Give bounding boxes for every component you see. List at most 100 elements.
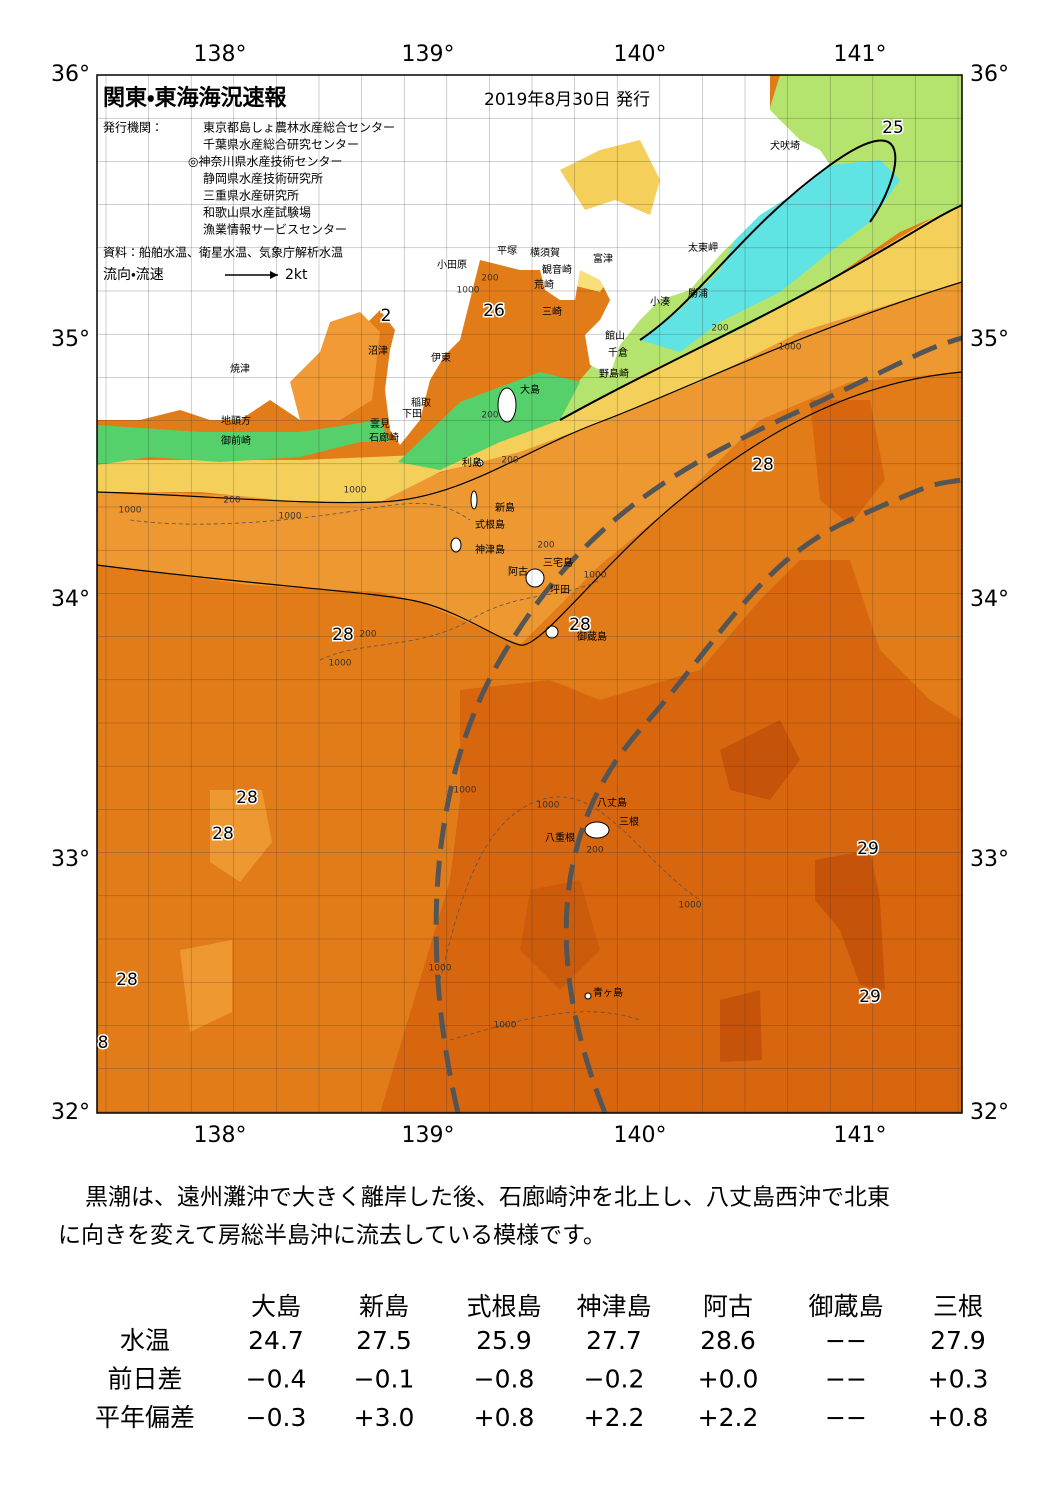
place-name: 利島 [462, 456, 482, 469]
sst-zone [720, 990, 762, 1062]
place-name: 館山 [605, 329, 625, 342]
lat-label: 32° [970, 1100, 1009, 1125]
place-name: 御蔵島 [577, 630, 607, 643]
table-header: 三根 [933, 1292, 983, 1321]
place-name: 新島 [495, 501, 515, 514]
place-name: 小湊 [650, 295, 670, 308]
sst-zone [210, 790, 272, 882]
map-title: 関東・東海海況速報 [103, 85, 287, 111]
graticule [97, 75, 962, 1113]
map-frame [96, 74, 963, 1114]
lat-label: 35° [970, 327, 1009, 352]
isotherm-label: 26 [483, 301, 505, 321]
table-cell: 25.9 [476, 1326, 532, 1355]
lon-label: 139° [402, 42, 455, 67]
isotherm-label: 25 [882, 118, 904, 138]
depth-contour [439, 796, 701, 981]
island [470, 490, 478, 510]
place-name: 阿古 [508, 565, 528, 578]
table-cell: +0.3 [928, 1365, 989, 1394]
place-name: 荒崎 [534, 278, 554, 291]
issuer: 漁業情報サービスセンター [203, 223, 347, 237]
legend-label: 流向・流速 [103, 267, 164, 283]
table-cell: −− [825, 1365, 867, 1394]
issuer: 和歌山県水産試験場 [203, 205, 311, 220]
table-cell: −0.4 [246, 1365, 307, 1394]
lon-label: 138° [194, 1123, 247, 1148]
place-name: 観音崎 [542, 263, 572, 276]
place-name: 大島 [520, 383, 540, 396]
table-cell: 24.7 [248, 1326, 304, 1355]
island [450, 537, 462, 553]
place-name: 地頭方 [221, 414, 251, 427]
depth-contour [319, 579, 601, 661]
place-name: 小田原 [437, 259, 467, 271]
table-cell: +0.8 [928, 1403, 989, 1432]
lon-label: 139° [402, 1123, 455, 1148]
sst-zone [720, 720, 800, 800]
depth-label: 200 [481, 411, 498, 421]
lat-label: 34° [51, 587, 90, 612]
table-cell: +0.8 [474, 1403, 535, 1432]
lat-label: 36° [970, 62, 1009, 87]
table-header: 新島 [359, 1292, 409, 1321]
lon-label: 140° [614, 42, 667, 67]
place-name: 雲見 [370, 418, 390, 430]
table-cell: −− [825, 1326, 867, 1355]
lon-label: 138° [194, 42, 247, 67]
depth-contour [449, 1011, 641, 1041]
sst-zone [815, 850, 885, 990]
lon-label: 141° [834, 1123, 887, 1148]
sst-zone [640, 160, 900, 352]
sst-zone [97, 280, 962, 645]
island [497, 387, 517, 423]
depth-label: 200 [359, 630, 376, 640]
row-label: 前日差 [107, 1365, 182, 1394]
place-name: 石廊崎 [369, 431, 399, 444]
place-name: 稲取 [411, 397, 431, 409]
place-name: 富津 [593, 252, 613, 265]
depth-label: 1000 [119, 506, 142, 516]
row-label: 平年偏差 [95, 1403, 195, 1432]
table-header: 御蔵島 [808, 1292, 883, 1321]
lon-label: 141° [834, 42, 887, 67]
legend-arrowhead [270, 271, 278, 279]
place-name: 青ヶ島 [593, 986, 623, 999]
table-header: 阿古 [703, 1292, 753, 1321]
issuer: 静岡県水産技術研究所 [203, 171, 323, 186]
issuer: ◎神奈川県水産技術センター [188, 154, 342, 169]
place-name: 八重根 [545, 831, 575, 844]
depth-label: 1000 [779, 343, 802, 353]
table-cell: +2.2 [698, 1403, 759, 1432]
issuer-label: 発行機関： [103, 121, 163, 135]
lon-label: 140° [614, 1123, 667, 1148]
isotherm-label: 28 [569, 615, 591, 635]
place-name: 三崎 [542, 305, 562, 318]
isotherms [97, 139, 962, 646]
table-cell: 28.6 [700, 1326, 756, 1355]
lat-label: 32° [51, 1100, 90, 1125]
table-header: 大島 [251, 1292, 301, 1321]
table-cell: −− [825, 1403, 867, 1432]
legend-speed: 2kt [285, 267, 308, 283]
lat-label: 35° [51, 327, 90, 352]
depth-label: 1000 [494, 1021, 517, 1031]
depth-label: 1000 [279, 512, 302, 522]
place-name: 野島崎 [599, 367, 629, 380]
island [545, 625, 559, 639]
row-label: 水温 [120, 1326, 170, 1355]
place-name: 平塚 [497, 245, 517, 257]
table-header: 式根島 [466, 1292, 541, 1321]
place-name: 犬吠埼 [770, 139, 800, 152]
isotherm [559, 204, 962, 421]
lat-label: 33° [970, 847, 1009, 872]
depth-label: 1000 [584, 571, 607, 581]
island [584, 821, 610, 839]
isotherm [97, 371, 962, 646]
isotherm [639, 139, 897, 341]
summary-line: 黒潮は、遠州灘沖で大きく離岸した後、石廊崎沖を北上し、八丈島西沖で北東 [85, 1185, 890, 1211]
depth-contour [129, 503, 471, 525]
depth-label: 1000 [679, 901, 702, 911]
